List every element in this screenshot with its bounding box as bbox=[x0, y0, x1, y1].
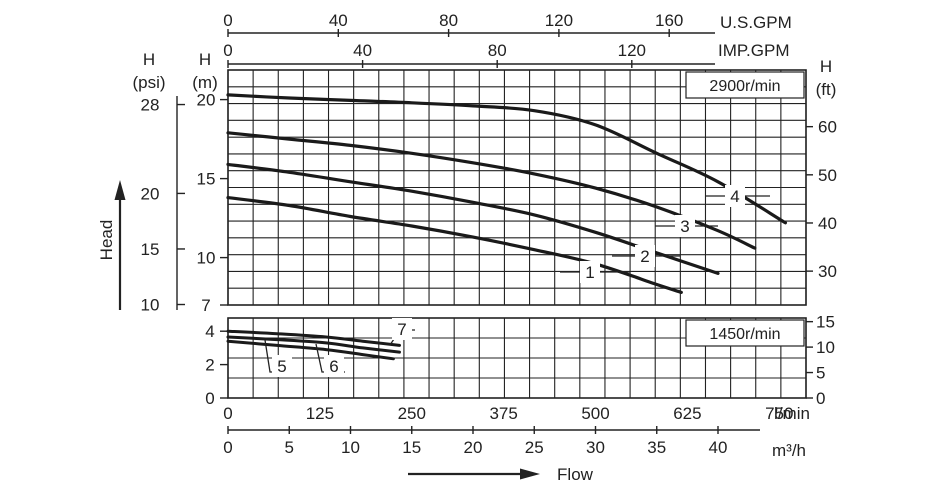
m3h-tick-label: 25 bbox=[525, 438, 544, 457]
ft-unit: (ft) bbox=[816, 80, 837, 99]
lmin-tick-label: 750 bbox=[765, 404, 793, 423]
lmin-tick-label: 625 bbox=[673, 404, 701, 423]
lmin-tick-label: 500 bbox=[581, 404, 609, 423]
m3h-tick-label: 35 bbox=[647, 438, 666, 457]
speed-box-upper bbox=[685, 71, 805, 99]
lower-ft-tick-label: 10 bbox=[816, 338, 835, 357]
lower-m-tick-label: 4 bbox=[205, 322, 214, 341]
imp-gpm-unit: IMP.GPM bbox=[718, 41, 789, 60]
us-gpm-tick-label: 80 bbox=[439, 11, 458, 30]
us-gpm-tick-label: 0 bbox=[223, 11, 232, 30]
curve-tag-2: 2 bbox=[640, 247, 649, 266]
flow-arrow-head bbox=[520, 468, 540, 480]
imp-gpm-tick-label: 40 bbox=[353, 41, 372, 60]
psi-unit: (psi) bbox=[132, 73, 165, 92]
curve-tag-bg-7 bbox=[392, 318, 412, 340]
curve-tag-bg-1 bbox=[580, 261, 600, 283]
curve-tag-bg-5 bbox=[272, 355, 292, 377]
curve-tag-bg-3 bbox=[675, 215, 695, 237]
upper-panel-frame bbox=[227, 69, 807, 306]
m3h-tick-label: 40 bbox=[709, 438, 728, 457]
head-label: Head bbox=[97, 220, 116, 261]
curve-tag-4: 4 bbox=[730, 187, 739, 206]
m3h-tick-label: 0 bbox=[223, 438, 232, 457]
ft-tick-label: 60 bbox=[818, 118, 837, 137]
m3h-tick-label: 30 bbox=[586, 438, 605, 457]
labels: 2900r/min 1450r/min U.S.GPM IMP.GPM H (p… bbox=[97, 13, 836, 484]
ft-title: H bbox=[820, 57, 832, 76]
curve-6 bbox=[226, 335, 401, 354]
us-gpm-tick-label: 160 bbox=[655, 11, 683, 30]
us-gpm-tick-label: 120 bbox=[545, 11, 573, 30]
lmin-tick-label: 250 bbox=[398, 404, 426, 423]
us-gpm-tick-label: 40 bbox=[329, 11, 348, 30]
lower-m-tick-label: 0 bbox=[205, 389, 214, 408]
lower-ft-tick-label: 0 bbox=[816, 389, 825, 408]
m-unit: (m) bbox=[192, 73, 217, 92]
lower-panel-frame bbox=[227, 317, 807, 399]
psi-tick-label: 20 bbox=[141, 184, 160, 203]
lmin-tick-label: 0 bbox=[223, 404, 232, 423]
psi-tick-label: 15 bbox=[141, 240, 160, 259]
ft-tick-label: 30 bbox=[818, 262, 837, 281]
lmin-tick-label: 375 bbox=[489, 404, 517, 423]
curve-4 bbox=[226, 93, 787, 225]
lower-m-tick-label: 2 bbox=[205, 356, 214, 375]
ft-tick-label: 50 bbox=[818, 166, 837, 185]
m3h-unit: m³/h bbox=[772, 441, 806, 460]
ft-tick-label: 40 bbox=[818, 214, 837, 233]
curve-tag-bg-6 bbox=[324, 355, 344, 377]
m-tick-label: 20 bbox=[197, 91, 216, 110]
curve-1 bbox=[226, 196, 683, 294]
imp-gpm-tick-label: 120 bbox=[618, 41, 646, 60]
m-title: H bbox=[199, 50, 211, 69]
speed-box-lower bbox=[685, 319, 805, 347]
curve-tag-7: 7 bbox=[397, 320, 406, 339]
us-gpm-unit: U.S.GPM bbox=[720, 13, 792, 32]
imp-gpm-tick-label: 80 bbox=[488, 41, 507, 60]
lmin-tick-label: 125 bbox=[306, 404, 334, 423]
flow-label: Flow bbox=[557, 465, 594, 484]
lower-ft-tick-label: 15 bbox=[816, 313, 835, 332]
lower-ft-tick-label: 5 bbox=[816, 364, 825, 383]
curve-tag-bg-4 bbox=[725, 185, 745, 207]
curves bbox=[226, 93, 787, 361]
frames bbox=[227, 69, 807, 399]
imp-gpm-tick-label: 0 bbox=[223, 41, 232, 60]
lmin-unit: l/min bbox=[774, 404, 810, 423]
curve-5 bbox=[226, 339, 395, 361]
curve-tag-6: 6 bbox=[329, 357, 338, 376]
psi-tick-label: 10 bbox=[141, 296, 160, 315]
curve-tag-3: 3 bbox=[680, 217, 689, 236]
curve-tag-5: 5 bbox=[277, 357, 286, 376]
m3h-tick-label: 20 bbox=[464, 438, 483, 457]
speed-label-lower: 1450r/min bbox=[709, 326, 780, 343]
m-tick-label: 7 bbox=[201, 296, 210, 315]
psi-title: H bbox=[143, 50, 155, 69]
m-tick-label: 15 bbox=[197, 170, 216, 189]
curve-7 bbox=[226, 329, 401, 347]
psi-tick-label: 28 bbox=[141, 96, 160, 115]
m3h-tick-label: 5 bbox=[285, 438, 294, 457]
curve-tag-1: 1 bbox=[585, 263, 594, 282]
head-arrow-head bbox=[114, 180, 126, 200]
m3h-tick-label: 15 bbox=[402, 438, 421, 457]
m3h-tick-label: 10 bbox=[341, 438, 360, 457]
curve-tag-bg-2 bbox=[635, 245, 655, 267]
m-tick-label: 10 bbox=[197, 249, 216, 268]
speed-label-upper: 2900r/min bbox=[709, 78, 780, 95]
